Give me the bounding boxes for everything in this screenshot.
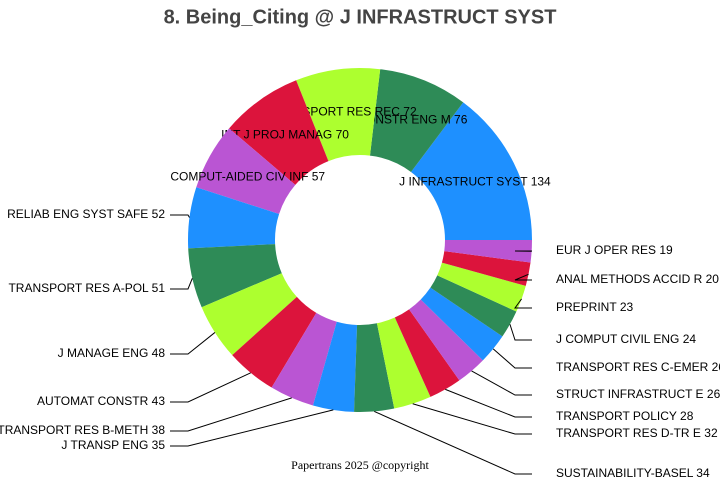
slice-label: ANAL METHODS ACCID R 20 [556,272,719,286]
label-value: 35 [152,438,166,452]
label-value: 43 [152,394,166,408]
label-name: ANAL METHODS ACCID R [556,272,703,286]
donut-slice [187,187,280,249]
label-value: 57 [312,170,326,184]
label-name: RELIAB ENG SYST SAFE [7,207,148,221]
leader-line [170,397,292,432]
leader-line [170,409,334,447]
chart-title: 8. Being_Citing @ J INFRASTRUCT SYST [164,6,557,28]
label-value: 51 [152,281,166,295]
slice-label: J INFRASTRUCT SYST 134 [399,175,551,189]
slice-label: TRANSPORT RES A-POL 51 [8,281,165,295]
slice-label: J TRANSP ENG 35 [61,438,165,452]
donut-slice [201,273,297,356]
label-value: 32 [704,426,718,440]
slice-label: COMPUT-AIDED CIV INF 57 [170,170,325,184]
label-name: TRANSPORT RES A-POL [8,281,149,295]
donut-slice [354,323,395,412]
slice-label: EUR J OPER RES 19 [556,243,673,257]
label-value: 20 [706,272,720,286]
donut-slice [196,128,296,214]
label-value: 134 [531,175,551,189]
leader-line [514,298,532,309]
donut-slice [441,251,531,286]
leader-line [471,370,532,396]
donut-slice [369,69,464,173]
label-value: 76 [454,113,468,127]
donut-slice [188,244,282,308]
donut-slice [312,321,358,412]
slice-label: INT J PROJ MANAG 70 [221,128,349,142]
label-name: INT J PROJ MANAG [221,128,332,142]
label-value: 70 [336,128,350,142]
leader-line [170,214,190,218]
label-value: 72 [403,105,417,119]
slice-label: TRANSPORT RES C-EMER 26 [556,360,720,374]
donut-slice [411,102,533,240]
donut-slice [376,317,431,409]
donut-slice [430,275,517,337]
label-name: TRANSPORT RES C-EMER [556,360,709,374]
label-name: J TRANSP ENG [61,438,148,452]
leader-line [514,273,532,281]
label-name: PREPRINT [556,300,617,314]
leader-line [492,348,532,369]
leader-line [374,410,532,475]
slice-label: STRUCT INFRASTRUCT E 26 [556,387,720,401]
slice-label: SUSTAINABILITY-BASEL 34 [556,466,710,480]
footer: Papertrans 2025 @copyright [291,458,429,472]
label-value: 52 [152,207,166,221]
label-name: EUR J OPER RES [556,243,656,257]
label-name: TRANSPORT RES B-METH [0,423,148,437]
leader-line [445,388,532,418]
leader-line [170,332,216,355]
slice-label: PREPRINT 23 [556,300,633,314]
slice-label: J MANAGE ENG 48 [58,346,166,360]
donut-slice [271,312,337,406]
donut-slice [437,262,526,312]
donut-slice [229,80,329,185]
label-name: SUSTAINABILITY-BASEL [556,466,694,480]
slice-label: AUTOMAT CONSTR 43 [37,394,165,408]
label-name: J MANAGE ENG [58,346,149,360]
label-name: J COMPUT CIVIL ENG [556,332,679,346]
donut-slice [296,68,381,162]
label-value: 26 [707,387,720,401]
label-name: TRANSPORT POLICY [556,409,677,423]
label-name: STRUCT INFRASTRUCT E [556,387,704,401]
slice-label: TRANSPORT RES D-TR E 32 [556,426,718,440]
label-value: 24 [683,332,697,346]
label-value: 28 [680,409,694,423]
label-name: TRANSPORT RES D-TR E [556,426,701,440]
label-value: 34 [696,466,710,480]
leader-line [170,278,193,290]
label-value: 26 [712,360,720,374]
donut-slice [420,287,503,361]
label-value: 19 [659,243,673,257]
leader-line [509,324,532,341]
slice-label: RELIAB ENG SYST SAFE 52 [7,207,165,221]
slice-label: TRANSPORT POLICY 28 [556,409,694,423]
donut-slice [232,296,317,388]
leader-line [412,403,532,435]
donut-slice [409,299,483,381]
leader-line [170,372,251,403]
label-value: 38 [152,423,166,437]
slice-label: J COMPUT CIVIL ENG 24 [556,332,696,346]
label-name: COMPUT-AIDED CIV INF [170,170,308,184]
label-value: 48 [152,346,166,360]
slice-label: TRANSPORT RES B-METH 38 [0,423,165,437]
label-name: AUTOMAT CONSTR [37,394,149,408]
donut-slice [394,309,460,397]
donut-slice [444,240,532,263]
label-name: J INFRASTRUCT SYST [399,175,528,189]
label-value: 23 [620,300,634,314]
